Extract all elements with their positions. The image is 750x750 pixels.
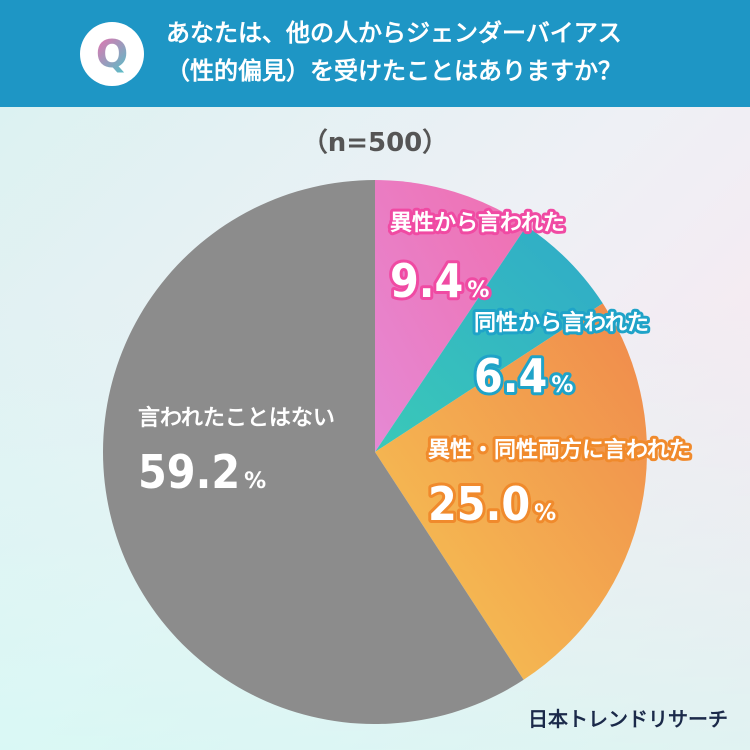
- slice-label-outline-both-sexes: 異性・同性両方に言われた: [428, 437, 691, 463]
- slice-label-outline-same-sex: 同性から言われた: [474, 310, 649, 336]
- brand-logo: 日本トレンドリサーチ: [528, 707, 728, 731]
- slice-label-outline-never: 言われたことはない: [138, 405, 335, 431]
- q-letter: Q: [95, 32, 129, 76]
- slice-label-opposite-sex: 異性から言われた: [390, 210, 565, 236]
- pie-slice-both-sexes: [375, 303, 647, 680]
- pie-slice-opposite-sex: [375, 180, 527, 452]
- slice-value-opposite-sex: 9.4%: [390, 254, 489, 308]
- slice-value-outline-never: 59.2%: [138, 445, 266, 499]
- q-badge: Q: [80, 22, 144, 86]
- slice-label-both-sexes: 異性・同性両方に言われた: [428, 437, 691, 463]
- slice-value-never: 59.2%: [138, 445, 266, 499]
- pie-slice-never: [102, 180, 524, 724]
- slice-label-same-sex: 同性から言われた: [474, 310, 649, 336]
- slice-label-outline-opposite-sex: 異性から言われた: [390, 210, 565, 236]
- question-line-2: （性的偏見）を受けたことはありますか？: [166, 57, 622, 85]
- pie-slices: [102, 180, 647, 724]
- slice-value-outline-both-sexes: 25.0%: [428, 477, 556, 531]
- sample-size: （n=500）: [301, 128, 449, 158]
- slice-label-never: 言われたことはない: [138, 405, 335, 431]
- question-header: Q あなたは、他の人からジェンダーバイアス （性的偏見）を受けたことはありますか…: [0, 0, 750, 107]
- slice-value-outline-opposite-sex: 9.4%: [390, 254, 489, 308]
- slice-value-both-sexes: 25.0%: [428, 477, 556, 531]
- question-line-1: あなたは、他の人からジェンダーバイアス: [166, 19, 622, 47]
- question-text: あなたは、他の人からジェンダーバイアス （性的偏見）を受けたことはありますか？: [166, 14, 726, 90]
- slice-value-same-sex: 6.4%: [474, 349, 573, 403]
- pie-slice-same-sex: [375, 226, 603, 452]
- slice-value-outline-same-sex: 6.4%: [474, 349, 573, 403]
